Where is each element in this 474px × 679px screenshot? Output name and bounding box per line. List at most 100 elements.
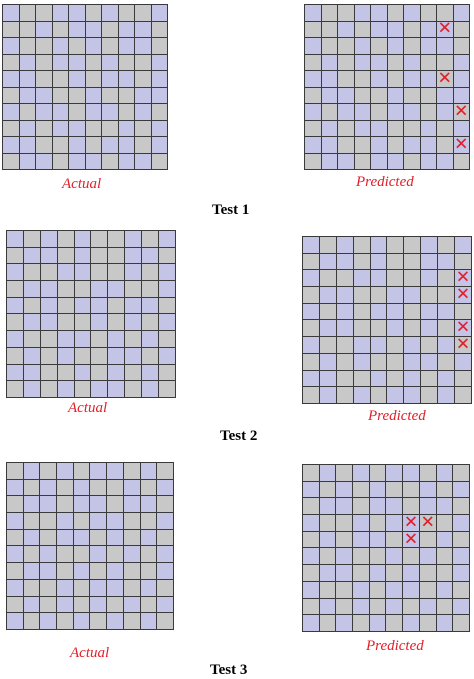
grid-cell xyxy=(40,596,57,613)
grid-cell xyxy=(7,247,23,264)
grid-cell xyxy=(118,21,134,37)
grid-cell xyxy=(135,120,151,136)
grid-cell xyxy=(354,71,370,87)
grid-cell xyxy=(336,481,353,498)
grid-cell xyxy=(142,314,159,331)
grid-cell xyxy=(90,596,107,613)
grid-cell xyxy=(303,515,319,531)
grid-cell xyxy=(107,563,123,579)
grid-cell xyxy=(387,137,403,153)
grid-cell xyxy=(369,565,386,581)
grid-cell xyxy=(102,87,118,103)
grid-cell xyxy=(74,331,91,347)
grid-cell xyxy=(419,598,436,615)
grid-cell xyxy=(336,270,353,287)
grid-cell xyxy=(420,5,436,21)
actual-grid xyxy=(2,4,168,170)
grid-cell xyxy=(135,5,151,21)
grid-cell xyxy=(371,153,387,169)
grid-cell xyxy=(305,153,321,169)
grid-cell xyxy=(7,347,23,364)
grid-cell xyxy=(319,337,336,353)
grid-cell xyxy=(57,479,73,496)
grid-cell xyxy=(142,231,159,247)
grid-cell xyxy=(404,104,420,120)
grid-cell xyxy=(7,281,23,297)
grid-cell xyxy=(420,153,436,169)
grid-cell xyxy=(85,87,101,103)
grid-cell xyxy=(108,264,125,281)
grid-cell xyxy=(57,463,73,479)
grid-cell xyxy=(125,331,142,347)
grid-cell xyxy=(23,496,40,513)
grid-cell xyxy=(85,54,101,70)
grid-cell xyxy=(319,581,336,598)
grid-cell xyxy=(7,563,23,579)
grid-cell xyxy=(23,264,40,281)
grid-cell xyxy=(125,347,142,364)
grid-cell xyxy=(319,565,336,581)
grid-cell xyxy=(23,529,40,546)
grid-cell xyxy=(370,320,387,337)
grid-cell xyxy=(303,370,319,387)
actual-caption: Actual xyxy=(70,645,110,661)
grid-cell xyxy=(404,253,421,270)
grid-cell xyxy=(91,347,108,364)
grid-cell xyxy=(57,546,73,563)
grid-cell xyxy=(19,104,35,120)
cross-mark-icon: ✕ xyxy=(437,18,452,39)
grid-cell xyxy=(437,137,453,153)
grid-cell xyxy=(336,337,353,353)
grid-cell xyxy=(404,54,420,70)
grid-cell xyxy=(353,565,369,581)
grid-cell xyxy=(371,21,387,37)
grid-cell xyxy=(142,247,159,264)
grid-cell xyxy=(159,364,175,381)
grid-cell xyxy=(436,531,453,548)
grid-cell xyxy=(387,54,403,70)
grid-cell xyxy=(140,513,157,529)
grid-cell xyxy=(57,496,73,513)
grid-cell xyxy=(370,303,387,320)
grid-cell xyxy=(159,314,175,331)
grid-cell xyxy=(319,353,336,370)
grid-cell xyxy=(57,563,73,579)
grid-cell xyxy=(157,513,173,529)
grid-cell xyxy=(140,529,157,546)
grid-cell xyxy=(387,38,403,54)
cross-mark-icon: ✕ xyxy=(420,512,435,533)
grid-cell xyxy=(74,314,91,331)
grid-cell xyxy=(305,38,321,54)
grid-cell xyxy=(151,71,167,87)
grid-cell xyxy=(123,463,140,479)
grid-cell xyxy=(19,87,35,103)
grid-cell xyxy=(404,237,421,253)
cross-mark-icon: ✕ xyxy=(437,68,452,89)
grid-cell xyxy=(353,498,369,515)
grid-cell xyxy=(404,137,420,153)
grid-cell xyxy=(387,237,404,253)
cross-mark-icon: ✕ xyxy=(403,512,419,533)
grid-cell xyxy=(303,270,319,287)
grid-cell: ✕ xyxy=(437,68,453,89)
grid-cell xyxy=(52,71,68,87)
grid-cell xyxy=(353,387,370,403)
grid-cell xyxy=(73,563,90,579)
grid-cell xyxy=(403,548,419,565)
grid-cell xyxy=(371,120,387,136)
grid-cell xyxy=(370,353,387,370)
grid-cell xyxy=(419,481,436,498)
grid-cell xyxy=(453,54,469,70)
grid-cell xyxy=(7,596,23,613)
grid-cell xyxy=(69,153,85,169)
grid-cell xyxy=(102,38,118,54)
grid-cell xyxy=(90,513,107,529)
grid-cell xyxy=(404,120,420,136)
grid-cell xyxy=(142,264,159,281)
cross-mark-icon: ✕ xyxy=(455,317,471,338)
grid-cell xyxy=(19,71,35,87)
grid-cell xyxy=(354,153,370,169)
grid-cell xyxy=(404,287,421,303)
grid-cell xyxy=(3,21,19,37)
grid-cell xyxy=(369,581,386,598)
